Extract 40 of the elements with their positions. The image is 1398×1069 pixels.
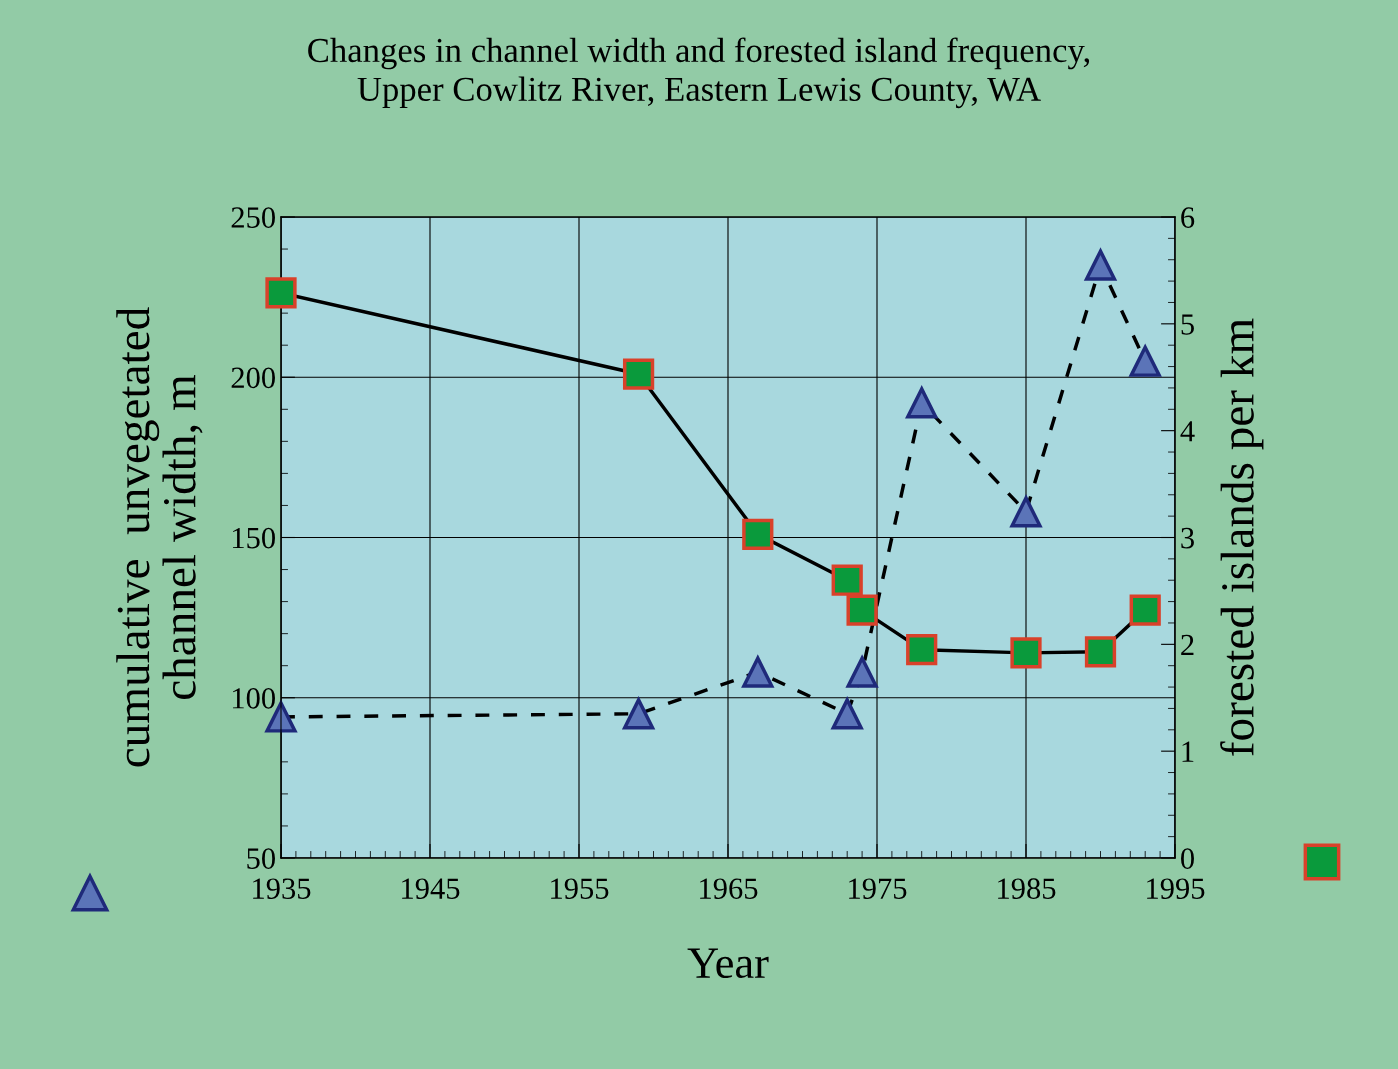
- point: [742, 518, 774, 550]
- chart-title: Changes in channel width and forested island frequency, Upper Cowlitz River, Eastern Lewis County, WA: [308, 37, 1090, 109]
- point: [265, 277, 297, 309]
- x-tick-label: 1985: [998, 878, 1056, 899]
- y-tick-label: 150: [232, 527, 275, 549]
- x-tick-label: 1975: [849, 878, 907, 899]
- point: [1010, 637, 1042, 669]
- point: [622, 698, 655, 730]
- x-tick-label: 1935: [253, 878, 311, 899]
- x-tick-label: 1945: [402, 878, 460, 899]
- x-tick-label: 1955: [551, 878, 609, 899]
- x-axis-title: Year: [687, 948, 769, 979]
- y-tick-label: 50: [247, 848, 275, 869]
- y-tick-label: 200: [231, 367, 275, 389]
- point: [742, 656, 774, 688]
- x-tick-label: 1995: [1147, 878, 1205, 899]
- y2-tick-label: 4: [1180, 421, 1195, 442]
- point: [906, 634, 938, 666]
- point: [1128, 343, 1162, 377]
- point: [1129, 594, 1161, 626]
- point: [1010, 496, 1042, 528]
- point: [831, 564, 863, 596]
- y-axis-title: cumulative unvegetated channel width, m: [116, 307, 203, 767]
- y2-axis-title: forested islands per km: [1220, 318, 1264, 756]
- point: [846, 594, 878, 626]
- y-tick-label: 250: [231, 207, 275, 228]
- point: [831, 698, 863, 730]
- x-tick-label: 1965: [700, 878, 758, 899]
- point: [1084, 636, 1117, 668]
- y2-tick-label: 0: [1181, 848, 1194, 869]
- point: [846, 656, 878, 688]
- y2-tick-label: 5: [1181, 314, 1194, 335]
- y-tick-label: 100: [232, 688, 275, 709]
- y2-tick-label: 3: [1181, 527, 1194, 549]
- y2-tick-label: 2: [1181, 634, 1194, 655]
- point: [622, 358, 655, 390]
- point: [1084, 249, 1117, 281]
- y2-tick-label: 1: [1182, 741, 1194, 762]
- y2-tick-label: 6: [1181, 207, 1195, 228]
- point: [906, 387, 938, 419]
